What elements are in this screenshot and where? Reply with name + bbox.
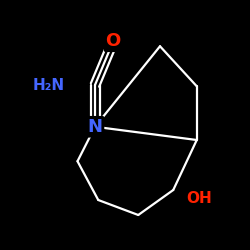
Text: OH: OH bbox=[186, 191, 212, 206]
Text: N: N bbox=[88, 118, 102, 136]
Text: O: O bbox=[106, 32, 121, 50]
Text: H₂N: H₂N bbox=[33, 78, 65, 92]
